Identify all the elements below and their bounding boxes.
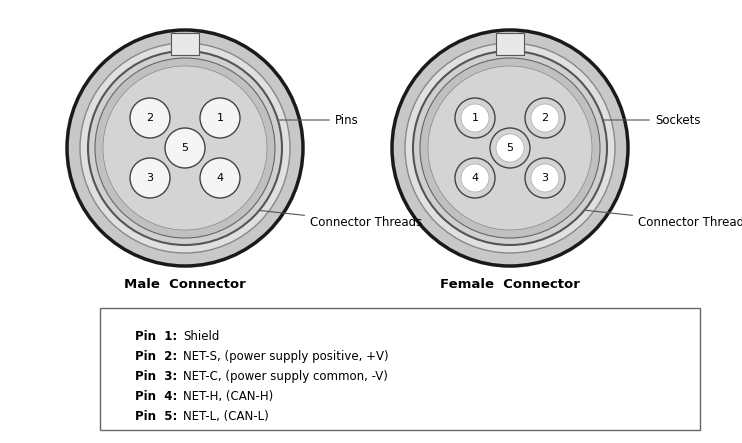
Circle shape — [525, 98, 565, 138]
Circle shape — [165, 128, 205, 168]
Text: Male  Connector: Male Connector — [124, 279, 246, 291]
Text: NET-C, (power supply common, -V): NET-C, (power supply common, -V) — [183, 370, 388, 383]
Circle shape — [103, 66, 267, 230]
Circle shape — [413, 51, 607, 245]
Text: Female  Connector: Female Connector — [440, 279, 580, 291]
Text: Pin  3:: Pin 3: — [135, 370, 177, 383]
Circle shape — [490, 128, 530, 168]
Text: Pin  2:: Pin 2: — [135, 350, 177, 363]
Circle shape — [455, 158, 495, 198]
Text: NET-L, (CAN-L): NET-L, (CAN-L) — [183, 410, 269, 423]
Text: Shield: Shield — [183, 330, 220, 343]
Circle shape — [200, 158, 240, 198]
Text: 4: 4 — [471, 173, 479, 183]
Text: 1: 1 — [471, 113, 479, 123]
Text: NET-S, (power supply positive, +V): NET-S, (power supply positive, +V) — [183, 350, 389, 363]
Circle shape — [405, 43, 615, 253]
Text: 4: 4 — [217, 173, 223, 183]
Circle shape — [420, 58, 600, 238]
Circle shape — [130, 158, 170, 198]
Text: Sockets: Sockets — [548, 113, 700, 127]
Circle shape — [95, 58, 275, 238]
Circle shape — [428, 66, 592, 230]
Circle shape — [67, 30, 303, 266]
Text: 3: 3 — [542, 173, 548, 183]
Circle shape — [130, 98, 170, 138]
Text: 5: 5 — [182, 143, 188, 153]
Text: 2: 2 — [146, 113, 154, 123]
Circle shape — [88, 51, 282, 245]
Text: Connector Threads: Connector Threads — [585, 210, 742, 229]
Text: Pin  1:: Pin 1: — [135, 330, 177, 343]
Bar — [100, 308, 700, 430]
Circle shape — [525, 158, 565, 198]
Text: 1: 1 — [217, 113, 223, 123]
Circle shape — [531, 164, 559, 192]
Circle shape — [80, 43, 290, 253]
Circle shape — [461, 164, 489, 192]
Circle shape — [455, 98, 495, 138]
Text: Pin  4:: Pin 4: — [135, 390, 177, 403]
Text: Pins: Pins — [223, 113, 358, 127]
Text: 5: 5 — [507, 143, 513, 153]
Text: 2: 2 — [542, 113, 548, 123]
Text: 3: 3 — [146, 173, 154, 183]
Circle shape — [392, 30, 628, 266]
Circle shape — [461, 104, 489, 132]
Text: Connector Threads: Connector Threads — [257, 210, 422, 229]
Circle shape — [531, 104, 559, 132]
Bar — [171, 33, 199, 55]
Bar — [496, 33, 524, 55]
Text: Pin  5:: Pin 5: — [135, 410, 177, 423]
Text: NET-H, (CAN-H): NET-H, (CAN-H) — [183, 390, 273, 403]
Circle shape — [496, 134, 524, 162]
Circle shape — [200, 98, 240, 138]
